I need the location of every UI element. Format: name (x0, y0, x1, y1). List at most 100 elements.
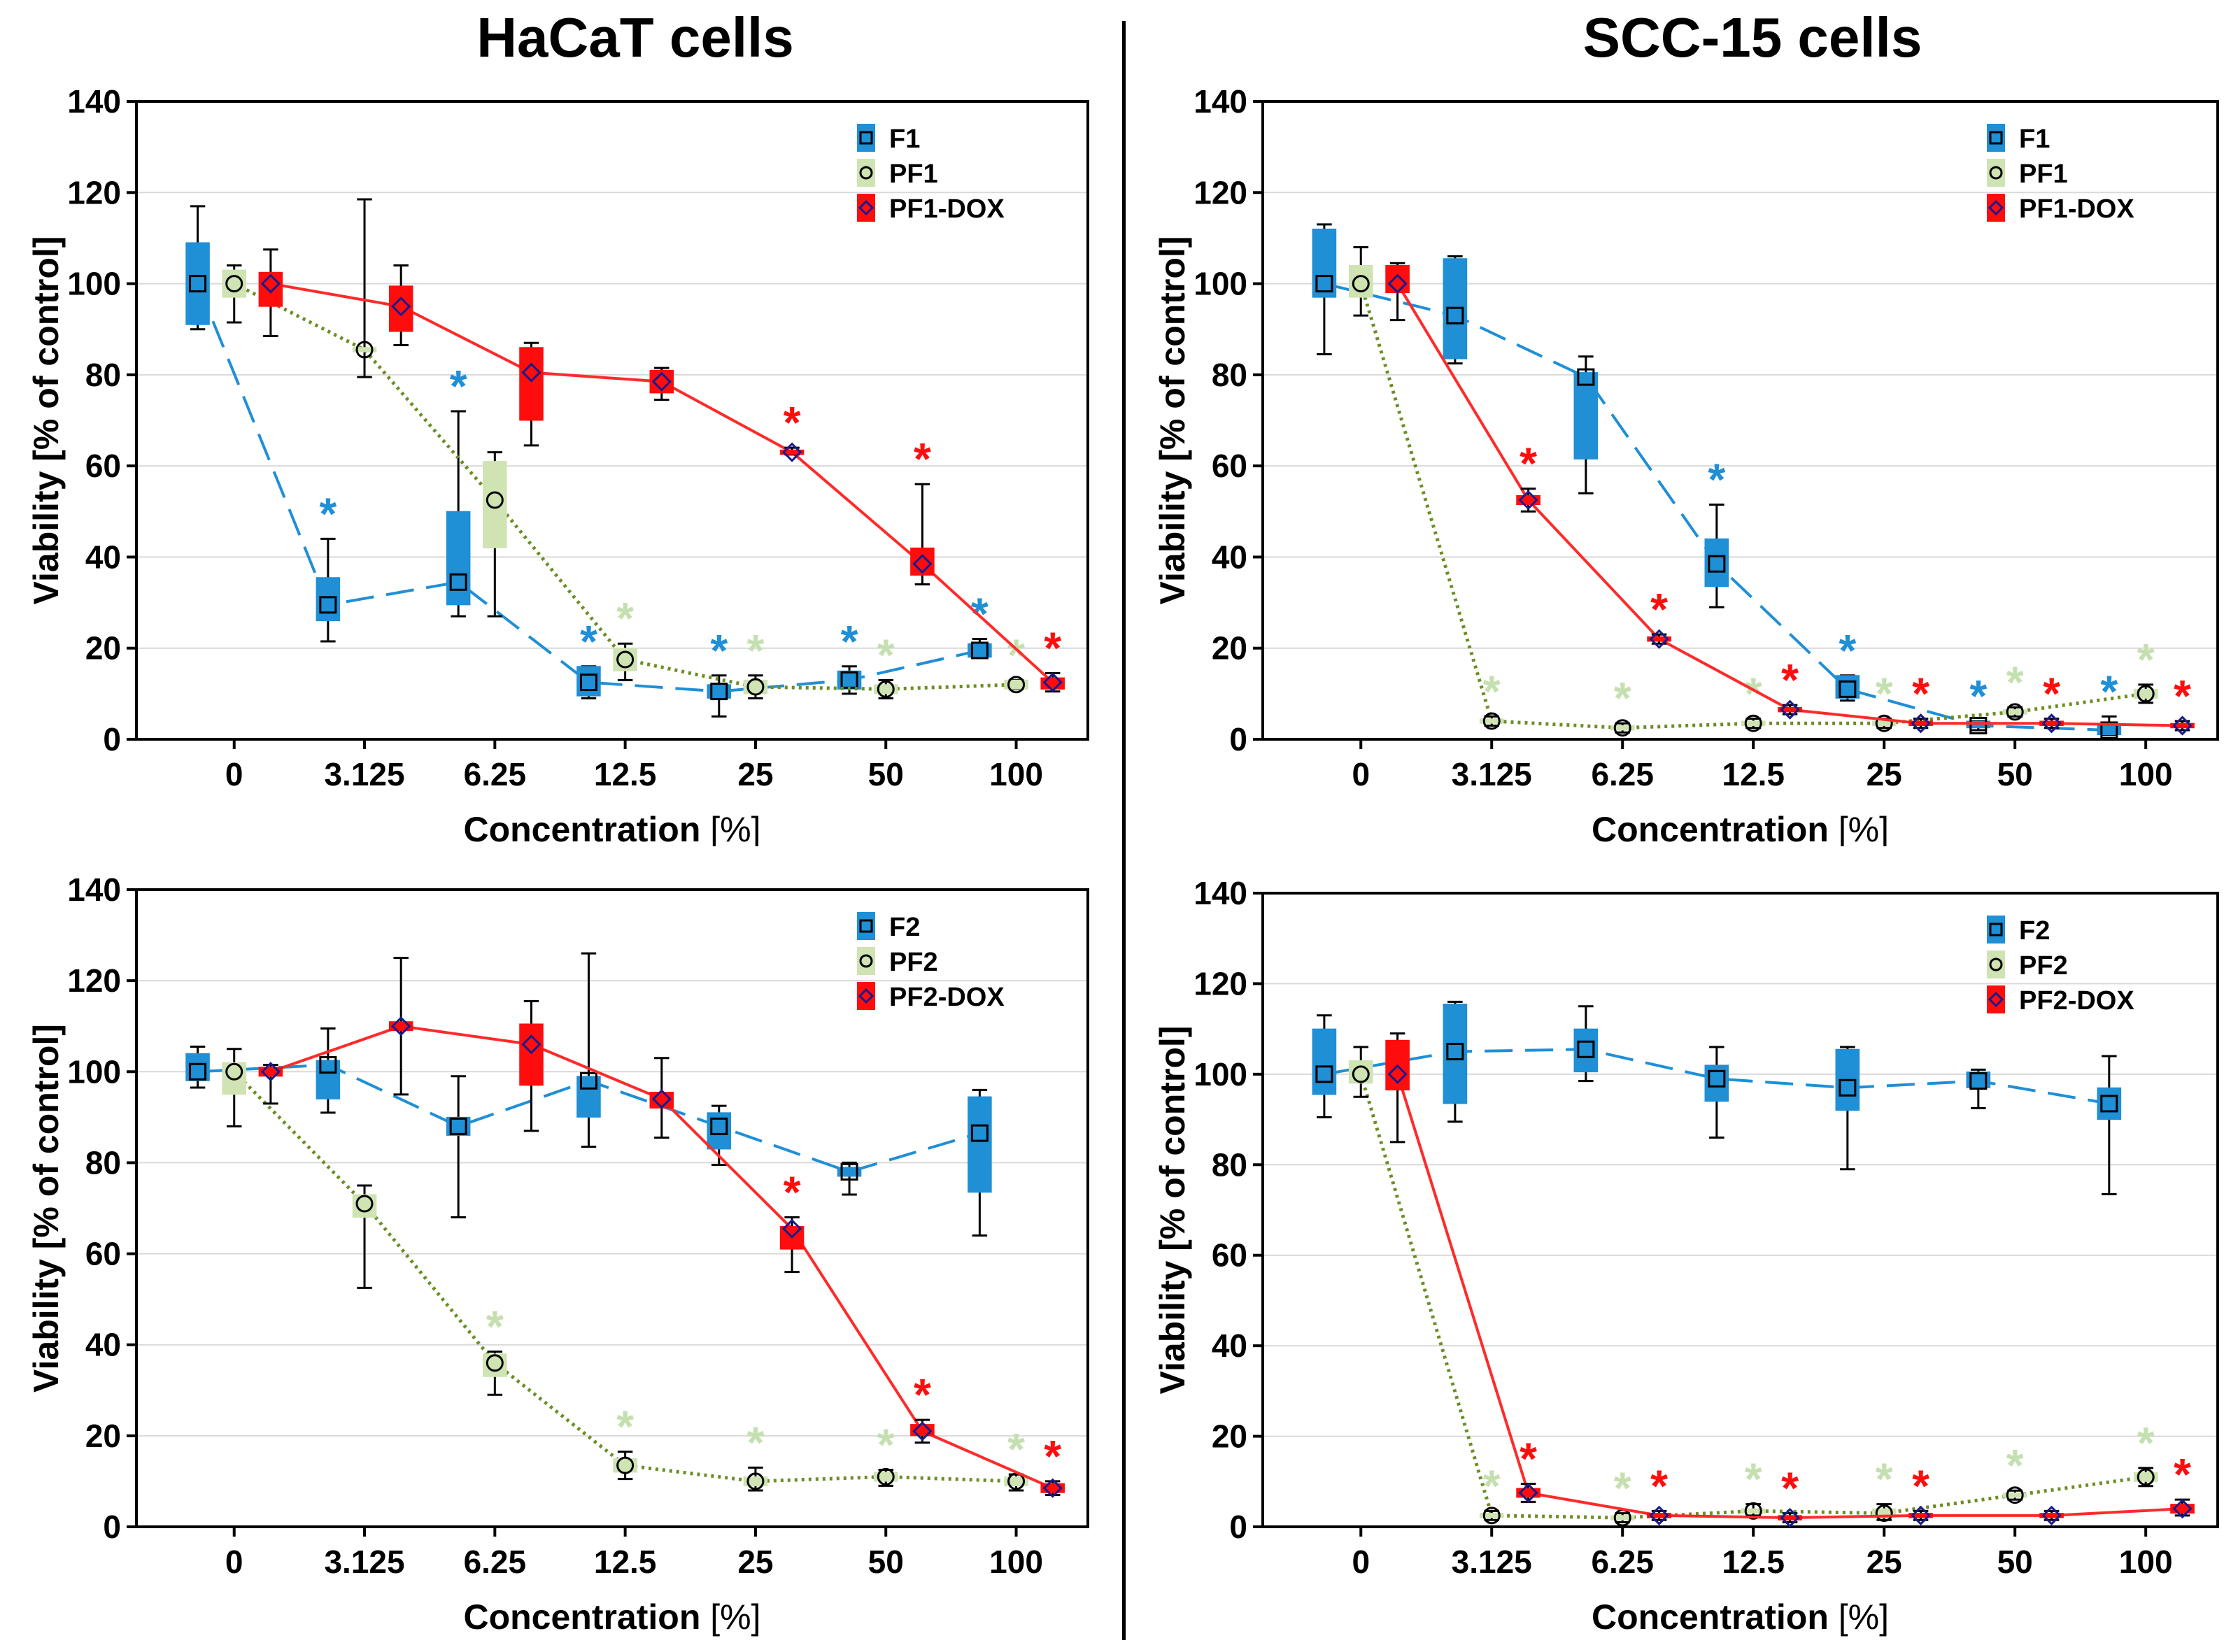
x-tick-label: 25 (737, 756, 773, 792)
y-tick-label: 0 (1229, 1509, 1247, 1545)
x-tick-label: 50 (1997, 1544, 2033, 1580)
x-tick-label: 12.5 (1722, 1544, 1785, 1580)
x-axis-label-text: Concentration (463, 1597, 710, 1637)
significance-star: * (1781, 655, 1799, 705)
median-marker-PF2-DOX (2172, 1498, 2193, 1519)
median-marker-PF1 (355, 341, 374, 359)
significance-star: * (710, 625, 728, 676)
y-tick-label: 20 (85, 630, 121, 667)
x-tick-label: 100 (989, 756, 1043, 792)
legend-marker (858, 988, 874, 1004)
significance-star: * (1044, 1431, 1061, 1481)
median-marker-PF2 (1875, 1504, 1893, 1523)
y-axis-label: Viability [% of control] (1153, 1026, 1192, 1395)
y-tick-label: 100 (67, 266, 121, 302)
legend-marker (1988, 991, 2004, 1008)
y-axis-label: Viability [% of control] (1153, 236, 1192, 605)
x-tick-label: 6.25 (464, 1544, 527, 1580)
legend-label: F2 (889, 913, 920, 942)
title-hacat: HaCaT cells (476, 6, 794, 69)
median-marker-F2 (840, 1162, 858, 1181)
median-marker-F1 (449, 573, 467, 591)
significance-star: * (486, 1301, 504, 1351)
significance-star: * (1876, 669, 1893, 719)
x-tick-label: 6.25 (464, 756, 527, 792)
significance-star: * (1781, 1463, 1799, 1514)
x-tick-label: 6.25 (1591, 1544, 1654, 1580)
legend-marker (859, 166, 873, 180)
median-marker-PF1 (746, 678, 765, 696)
significance-star: * (914, 434, 931, 484)
box-PF2-DOX (1908, 1513, 1933, 1518)
x-axis-label: Concentration [%] (1592, 1597, 1889, 1637)
x-axis-label: Concentration [%] (463, 1597, 760, 1637)
plot-frame (1261, 100, 2219, 741)
box-PF2-DOX (519, 1023, 544, 1086)
y-tick-label: 0 (103, 721, 121, 757)
legend-marker (859, 131, 873, 145)
box-PF1-DOX (1778, 706, 1802, 713)
box-PF1 (2133, 688, 2158, 699)
median-marker-PF2 (2006, 1486, 2024, 1504)
median-marker-PF2-DOX (260, 1062, 281, 1082)
significance-star: * (1969, 671, 1987, 721)
significance-star: * (1650, 584, 1668, 634)
significance-star: * (1614, 1463, 1631, 1514)
legend-label: F2 (2019, 916, 2050, 946)
legend-marker (858, 199, 874, 216)
median-marker-PF1-DOX (912, 554, 933, 574)
median-marker-PF1-DOX (1042, 672, 1063, 692)
box-PF2 (1479, 1513, 1504, 1518)
median-marker-F2 (1969, 1072, 1988, 1090)
box-PF2 (1741, 1508, 1766, 1514)
significance-star: * (1839, 625, 1856, 676)
significance-star: * (1520, 439, 1537, 489)
box-PF1-DOX (1647, 636, 1671, 642)
median-marker-F1 (2100, 721, 2118, 739)
legend-label: PF1 (889, 159, 938, 189)
median-marker-PF1 (1613, 719, 1631, 737)
median-marker-PF2-DOX (1387, 1064, 1408, 1084)
median-marker-PF1 (616, 650, 635, 669)
box-F2 (968, 1096, 992, 1193)
x-tick-label: 100 (2119, 756, 2173, 792)
box-PF1 (483, 461, 507, 548)
significance-star: * (2174, 671, 2191, 721)
x-tick-label: 100 (989, 1544, 1043, 1580)
y-tick-label: 140 (67, 84, 121, 120)
median-marker-PF2 (225, 1062, 243, 1081)
median-marker-PF1 (1744, 714, 1762, 732)
median-marker-F1 (1446, 306, 1464, 325)
significance-star: * (2137, 634, 2155, 685)
x-axis-label-text: Concentration (463, 810, 710, 846)
median-marker-PF1 (486, 491, 504, 509)
y-tick-label: 80 (85, 357, 121, 393)
median-marker-F2 (2100, 1095, 2118, 1113)
median-marker-PF2 (1352, 1065, 1370, 1083)
x-tick-label: 12.5 (594, 1544, 657, 1580)
y-tick-label: 60 (1212, 448, 1247, 484)
median-marker-PF2-DOX (1780, 1507, 1800, 1528)
legend-marker (1989, 131, 2003, 145)
box-F2 (1312, 1028, 1337, 1095)
x-tick-label: 50 (868, 1544, 904, 1580)
y-axis-label: Viability [% of control] (27, 1024, 66, 1393)
x-axis-label-unit: [%] (1839, 810, 1889, 846)
box-PF1-DOX (1908, 720, 1933, 726)
box-F2 (837, 1167, 862, 1177)
median-marker-PF1-DOX (1780, 699, 1800, 720)
box-F1 (446, 511, 471, 606)
box-PF2-DOX (1778, 1515, 1802, 1521)
median-marker-PF2 (1482, 1507, 1501, 1525)
median-marker-PF2-DOX (1911, 1505, 1931, 1525)
box-PF2-DOX (2039, 1513, 2064, 1518)
y-tick-label: 140 (67, 871, 121, 908)
x-axis-label-text: Concentration (1592, 810, 1839, 846)
legend-label: PF2 (2019, 951, 2068, 981)
significance-star: * (746, 625, 764, 676)
significance-star: * (1745, 1454, 1762, 1504)
median-marker-PF1-DOX (651, 371, 672, 392)
y-tick-label: 100 (1194, 1056, 1247, 1092)
median-marker-PF2-DOX (651, 1089, 672, 1109)
x-axis-label-text: Concentration (1592, 1597, 1839, 1637)
